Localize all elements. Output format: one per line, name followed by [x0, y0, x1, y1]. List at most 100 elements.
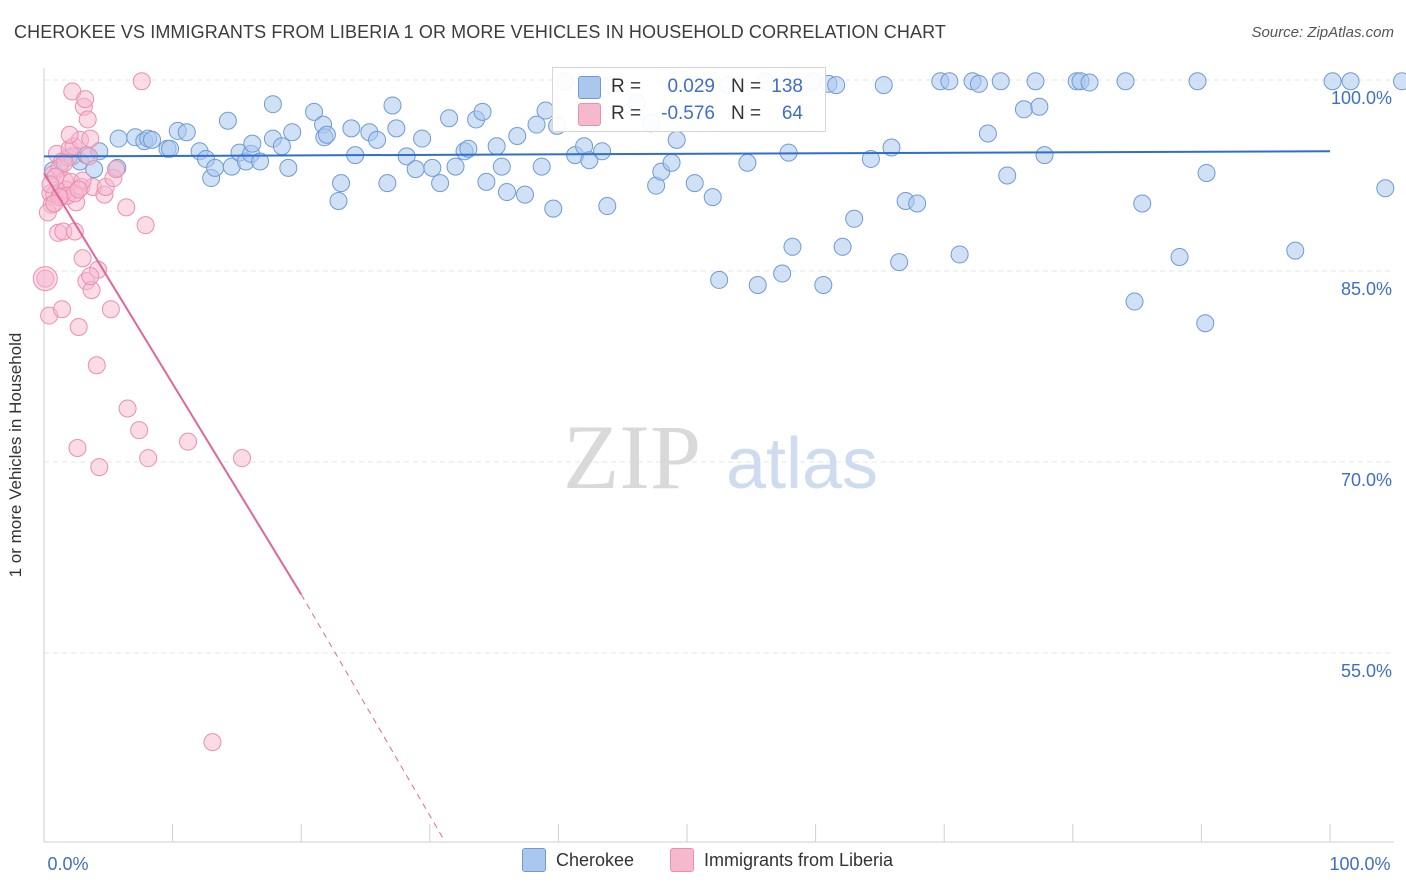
cherokee-r-value: 0.029: [667, 76, 715, 97]
cherokee-point: [662, 153, 681, 172]
legend-label-liberia: Immigrants from Liberia: [704, 849, 894, 870]
cherokee-point: [497, 183, 516, 202]
cherokee-point: [305, 102, 324, 121]
x-tick-labels: 0.0% 100.0%: [47, 854, 1390, 874]
stats-row-cherokee: R = 0.029 N = 138: [553, 73, 825, 101]
liberia-point: [53, 300, 72, 319]
cherokee-point: [861, 149, 880, 168]
cherokee-point: [978, 124, 997, 143]
cherokee-point: [206, 158, 225, 177]
cherokee-point: [1393, 72, 1406, 91]
liberia-point: [68, 438, 87, 457]
cherokee-point: [406, 160, 425, 179]
cherokee-point: [109, 129, 128, 148]
cherokee-point: [703, 188, 722, 207]
x-tick-label-min: 0.0%: [47, 854, 88, 874]
liberia-point: [81, 129, 100, 148]
cherokee-point: [446, 157, 465, 176]
cherokee-point: [991, 72, 1010, 91]
cherokee-point: [317, 125, 336, 144]
cherokee-point: [593, 142, 612, 161]
x-ticks: [43, 824, 1331, 842]
cherokee-point: [1341, 72, 1360, 91]
cherokee-point: [667, 130, 686, 149]
cherokee-point: [1125, 292, 1144, 311]
liberia-r-value: -0.576: [661, 103, 715, 124]
cherokee-point: [1188, 72, 1207, 91]
cherokee-point: [1035, 146, 1054, 165]
liberia-n-value: 64: [781, 103, 803, 124]
liberia-point: [69, 180, 88, 199]
series-legend: Cherokee Immigrants from Liberia: [0, 848, 1406, 878]
n-label: N =: [731, 76, 762, 97]
liberia-point: [136, 216, 155, 235]
liberia-point: [55, 153, 74, 172]
liberia-swatch-icon: [578, 103, 601, 126]
cherokee-point: [1026, 72, 1045, 91]
chart-title: CHEROKEE VS IMMIGRANTS FROM LIBERIA 1 OR…: [14, 22, 946, 42]
liberia-point: [87, 356, 106, 375]
cherokee-point: [177, 123, 196, 142]
cherokee-point: [459, 139, 478, 158]
y-tick-labels: 100.0% 85.0% 70.0% 55.0%: [1331, 88, 1392, 681]
cherokee-point: [263, 95, 282, 114]
liberia-point: [78, 110, 97, 129]
liberia-legend-swatch-icon: [670, 848, 694, 872]
cherokee-point: [378, 174, 397, 193]
n-label: N =: [731, 103, 762, 124]
cherokee-point: [598, 197, 617, 216]
stats-legend: R = 0.029 N = 138 R = -0.576 N = 64: [552, 67, 826, 132]
legend-item-cherokee[interactable]: Cherokee: [522, 848, 634, 872]
cherokee-point: [272, 137, 291, 156]
cherokee-point: [1080, 73, 1099, 92]
liberia-point: [117, 198, 136, 217]
cherokee-point: [814, 276, 833, 295]
liberia-point: [130, 421, 149, 440]
cherokee-point: [940, 72, 959, 91]
cherokee-point: [1030, 97, 1049, 116]
stats-row-liberia: R = -0.576 N = 64: [553, 100, 825, 128]
liberia-trend-extension: [300, 594, 444, 838]
watermark-zip: ZIP: [563, 406, 701, 508]
cherokee-point: [773, 264, 792, 283]
cherokee-point: [544, 199, 563, 218]
cherokee-point: [515, 185, 534, 204]
cherokee-point: [413, 129, 432, 148]
liberia-point: [76, 90, 95, 109]
liberia-point: [60, 125, 79, 144]
cherokee-point: [827, 76, 846, 95]
cherokee-point: [1376, 179, 1395, 198]
cherokee-point: [833, 237, 852, 256]
cherokee-trend-line: [43, 150, 1331, 158]
cherokee-point: [487, 137, 506, 156]
legend-label-cherokee: Cherokee: [556, 849, 635, 870]
cherokee-point: [738, 153, 757, 172]
trend-lines: [43, 150, 1331, 838]
cherokee-point: [329, 191, 348, 210]
cherokee-point: [423, 158, 442, 177]
liberia-point: [132, 72, 151, 91]
liberia-point: [203, 733, 222, 752]
cherokee-point: [1286, 241, 1305, 260]
liberia-point: [101, 300, 120, 319]
watermark: ZIP atlas: [563, 406, 878, 508]
cherokee-point: [492, 157, 511, 176]
liberia-point: [69, 318, 88, 337]
y-tick-label: 55.0%: [1341, 661, 1392, 681]
cherokee-point: [882, 138, 901, 157]
cherokee-point: [969, 74, 988, 93]
liberia-point: [107, 160, 126, 179]
legend-item-liberia[interactable]: Immigrants from Liberia: [670, 848, 893, 872]
cherokee-legend-swatch-icon: [522, 848, 546, 872]
cherokee-point: [387, 119, 406, 138]
cherokee-point: [1196, 314, 1215, 333]
watermark-atlas: atlas: [726, 424, 878, 504]
cherokee-point: [473, 102, 492, 121]
cherokee-point: [998, 166, 1017, 185]
cherokee-point: [368, 130, 387, 149]
cherokee-point: [440, 109, 459, 128]
cherokee-n-value: 138: [771, 76, 803, 97]
cherokee-point: [950, 245, 969, 264]
cherokee-point: [1170, 247, 1189, 266]
x-tick-label-max: 100.0%: [1329, 854, 1390, 874]
